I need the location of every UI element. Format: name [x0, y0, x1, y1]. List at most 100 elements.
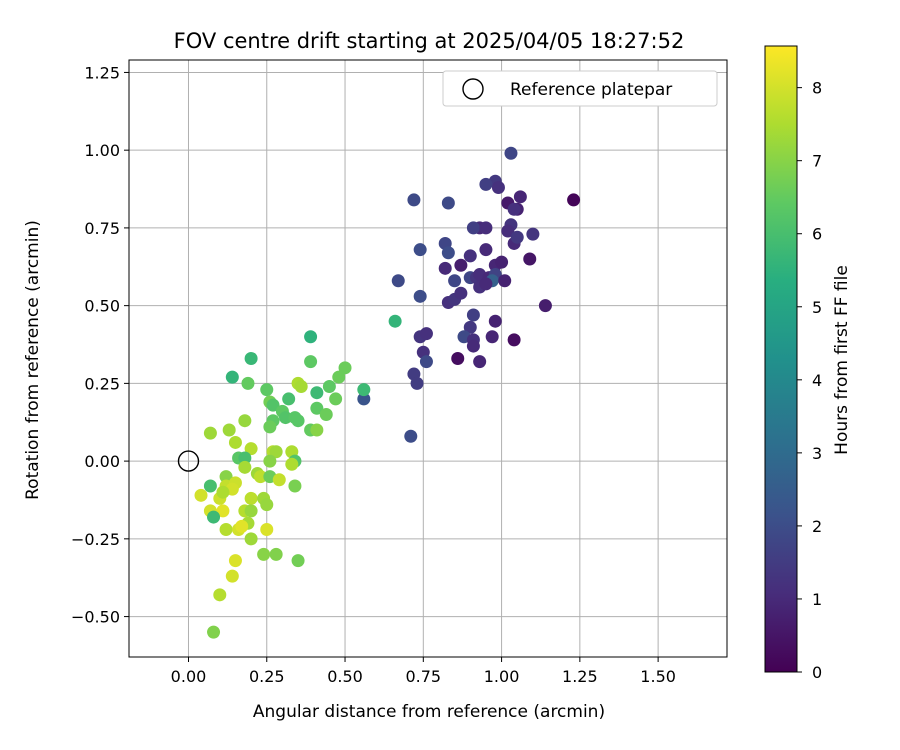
data-point: [244, 442, 258, 456]
y-tick-label: −0.50: [71, 608, 120, 627]
y-axis-ticks: −0.50 −0.25 0.00 0.25 0.50 0.75 1.00 1.25: [71, 63, 129, 627]
data-point: [404, 429, 418, 443]
data-point: [419, 355, 433, 369]
data-point: [441, 196, 455, 210]
data-point: [388, 314, 402, 328]
data-point: [329, 392, 343, 406]
x-tick-label: 1.25: [562, 667, 598, 686]
data-point: [479, 243, 493, 257]
data-point: [225, 569, 239, 583]
data-point: [473, 355, 487, 369]
legend-label: Reference platepar: [510, 80, 672, 100]
data-point: [263, 454, 277, 468]
data-point: [207, 625, 221, 639]
colorbar: 0 1 2 3 4 5 6 7 8 Hours from first FF file: [764, 45, 852, 682]
data-point: [507, 202, 521, 216]
colorbar-tick-label: 2: [812, 517, 822, 536]
data-point: [491, 180, 505, 194]
x-tick-label: 0.25: [249, 667, 285, 686]
data-point: [294, 379, 308, 393]
data-point: [269, 547, 283, 561]
data-point: [244, 491, 258, 505]
data-point: [391, 274, 405, 288]
data-point: [479, 277, 493, 291]
data-point: [454, 286, 468, 300]
data-point: [216, 485, 230, 499]
data-point: [216, 504, 230, 518]
data-point: [441, 246, 455, 260]
data-point: [332, 370, 346, 384]
legend-reference-marker: [462, 78, 484, 100]
grid: [129, 60, 727, 657]
data-point: [319, 407, 333, 421]
y-tick-label: 0.75: [84, 219, 120, 238]
colorbar-tick-label: 0: [812, 663, 822, 682]
y-tick-label: 1.25: [84, 63, 120, 82]
data-point: [304, 355, 318, 369]
data-point: [485, 330, 499, 344]
data-point: [235, 519, 249, 533]
data-point: [479, 221, 493, 235]
colorbar-tick-label: 8: [812, 79, 822, 98]
data-point: [413, 243, 427, 257]
data-point: [288, 479, 302, 493]
data-point: [260, 498, 274, 512]
data-point: [291, 414, 305, 428]
x-tick-label: 0.00: [171, 667, 207, 686]
reference-platepar-marker: [177, 450, 200, 472]
data-point: [310, 423, 324, 437]
data-point: [203, 426, 217, 440]
y-tick-label: 0.25: [84, 374, 120, 393]
data-point: [413, 289, 427, 303]
data-point: [238, 451, 252, 465]
data-point: [451, 352, 465, 365]
data-point: [466, 339, 480, 353]
data-point: [244, 532, 258, 546]
data-point: [310, 401, 324, 415]
data-point: [523, 252, 537, 266]
data-point: [507, 333, 521, 347]
data-point: [260, 523, 274, 537]
legend: Reference platepar: [442, 70, 718, 107]
data-point: [501, 224, 515, 238]
data-point: [466, 308, 480, 322]
data-point: [304, 330, 318, 344]
colorbar-label: Hours from first FF file: [832, 265, 852, 455]
data-point: [407, 193, 421, 207]
data-point: [219, 470, 233, 484]
y-tick-label: −0.25: [71, 530, 120, 549]
data-point: [513, 190, 527, 204]
colorbar-tick-label: 4: [812, 371, 822, 390]
data-point: [567, 193, 581, 207]
data-point: [266, 398, 280, 412]
data-point: [263, 420, 277, 434]
data-point: [282, 392, 296, 406]
data-point: [257, 547, 271, 561]
data-point: [285, 457, 299, 471]
data-point: [310, 386, 324, 400]
data-point: [498, 274, 512, 288]
x-tick-label: 1.00: [484, 667, 520, 686]
data-point: [207, 510, 221, 524]
data-point: [238, 414, 252, 428]
data-point: [438, 261, 452, 275]
data-point: [504, 146, 518, 160]
data-point: [244, 504, 258, 518]
data-point: [241, 376, 255, 390]
data-point: [203, 479, 217, 493]
data-point: [338, 361, 352, 375]
colorbar-tick-label: 3: [812, 444, 822, 463]
data-point: [538, 299, 552, 313]
data-points: [194, 146, 581, 639]
plot-frame: [128, 59, 728, 658]
data-point: [322, 379, 336, 393]
data-point: [194, 488, 208, 502]
x-tick-label: 0.50: [327, 667, 363, 686]
data-point: [228, 435, 242, 449]
data-point: [222, 423, 236, 437]
y-tick-label: 1.00: [84, 141, 120, 160]
y-tick-label: 0.00: [84, 452, 120, 471]
data-point: [526, 227, 540, 241]
data-point: [228, 554, 242, 568]
